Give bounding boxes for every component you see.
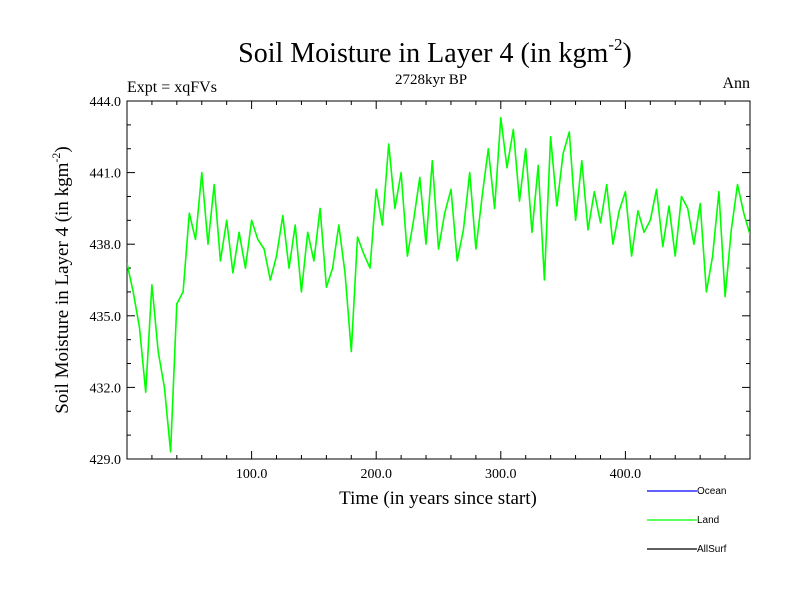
legend-label-allsurf: AllSurf <box>697 544 727 555</box>
y-axis-label: Soil Moisture in Layer 4 (in kgm-2) <box>49 146 73 414</box>
chart-title: Soil Moisture in Layer 4 (in kgm-2) <box>238 35 632 69</box>
chart-title-exponent: -2 <box>608 35 622 54</box>
y-tick-label: 444.0 <box>90 95 122 110</box>
season-label: Ann <box>722 75 750 92</box>
y-axis-label-main: Soil Moisture in Layer 4 (in kgm <box>52 162 73 413</box>
series-line-land <box>127 116 750 453</box>
x-tick-label: 400.0 <box>610 467 642 482</box>
legend-label-ocean: Ocean <box>697 486 726 497</box>
plot-frame <box>126 100 751 460</box>
x-ticks: 100.0 200.0 300.0 400.0 <box>151 101 726 482</box>
y-axis-label-exponent: -2 <box>49 153 63 163</box>
y-tick-label: 432.0 <box>90 381 122 396</box>
y-tick-label: 435.0 <box>90 310 122 325</box>
legend-label-land: Land <box>697 515 719 526</box>
y-ticks: 429.0 432.0 435.0 438.0 441.0 444.0 <box>90 95 750 468</box>
x-tick-label: 100.0 <box>236 467 268 482</box>
y-tick-label: 438.0 <box>90 238 122 253</box>
x-axis-label: Time (in years since start) <box>339 488 537 509</box>
y-tick-label: 429.0 <box>90 453 122 468</box>
experiment-label: Expt = xqFVs <box>127 79 217 96</box>
y-axis-label-close: ) <box>52 146 73 152</box>
series-group <box>127 116 750 453</box>
y-tick-label: 441.0 <box>90 167 122 182</box>
x-tick-label: 200.0 <box>360 467 392 482</box>
chart-title-close: ) <box>623 38 632 69</box>
chart-title-main: Soil Moisture in Layer 4 (in kgm <box>238 38 608 69</box>
x-tick-label: 300.0 <box>485 467 517 482</box>
legend: Ocean Land AllSurf <box>647 486 727 555</box>
chart-subtitle: 2728kyr BP <box>395 72 467 88</box>
